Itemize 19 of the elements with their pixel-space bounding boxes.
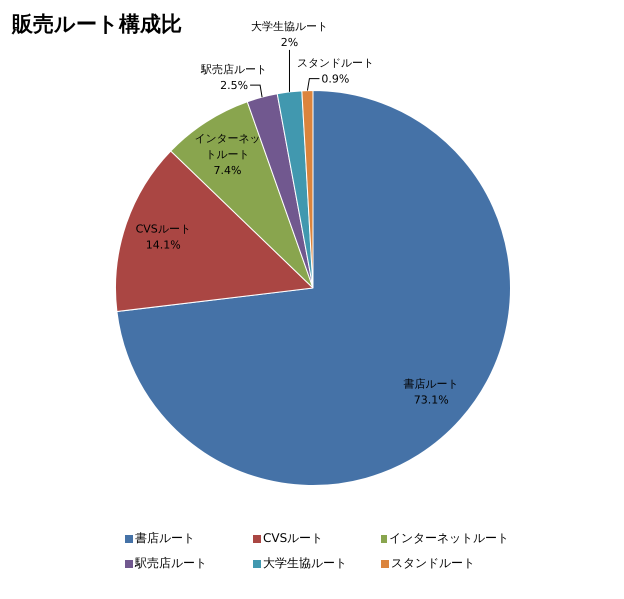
slice-label: 書店ルート bbox=[404, 378, 459, 391]
data-label: 2.5% bbox=[220, 79, 248, 92]
slice-label: スタンドルート bbox=[296, 56, 374, 70]
data-label: 7.4% bbox=[214, 164, 242, 177]
legend-label: CVSルート bbox=[263, 530, 324, 547]
slice-label: 駅売店ルート bbox=[200, 63, 268, 76]
data-label: 0.9% bbox=[321, 72, 350, 86]
data-label: 2% bbox=[280, 36, 298, 49]
legend-label: インターネットルート bbox=[389, 530, 509, 547]
slice-label: CVSルート bbox=[136, 222, 191, 236]
data-label: 73.1% bbox=[414, 394, 449, 407]
legend-label: スタンドルート bbox=[391, 555, 475, 572]
legend-label: 書店ルート bbox=[135, 530, 195, 547]
slice-label: 大学生協ルート bbox=[250, 20, 328, 33]
data-label: 14.1% bbox=[146, 238, 181, 252]
slice-label: インターネットルート bbox=[194, 132, 261, 161]
legend-label: 大学生協ルート bbox=[263, 555, 347, 572]
chart-title: 販売ルート構成比 bbox=[12, 11, 182, 38]
legend-label: 駅売店ルート bbox=[135, 555, 207, 572]
